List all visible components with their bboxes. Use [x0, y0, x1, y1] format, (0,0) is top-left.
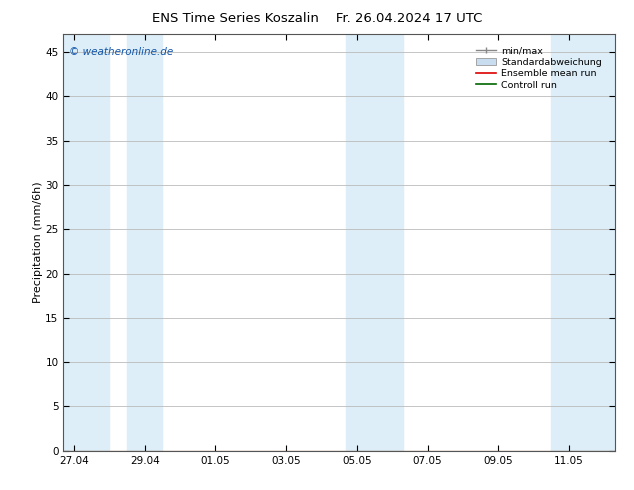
Bar [346, 34, 403, 451]
Bar [552, 34, 615, 451]
Text: © weatheronline.de: © weatheronline.de [69, 47, 173, 57]
Y-axis label: Precipitation (mm/6h): Precipitation (mm/6h) [32, 182, 42, 303]
Text: ENS Time Series Koszalin    Fr. 26.04.2024 17 UTC: ENS Time Series Koszalin Fr. 26.04.2024 … [152, 12, 482, 25]
Bar [127, 34, 162, 451]
Legend: min/max, Standardabweichung, Ensemble mean run, Controll run: min/max, Standardabweichung, Ensemble me… [473, 43, 605, 93]
Bar [63, 34, 110, 451]
